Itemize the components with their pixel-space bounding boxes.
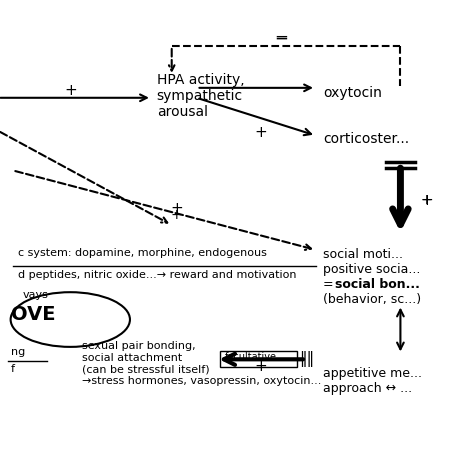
Text: appetitive me...: appetitive me...: [323, 367, 422, 380]
Text: sexual pair bonding,
social attachment
(can be stressful itself)
→stress hormone: sexual pair bonding, social attachment (…: [82, 341, 321, 386]
Text: HPA activity,
sympathetic
arousal: HPA activity, sympathetic arousal: [157, 73, 245, 119]
Text: +: +: [255, 125, 268, 140]
Text: vays: vays: [23, 290, 48, 300]
Text: +: +: [420, 193, 433, 208]
Text: +: +: [64, 83, 77, 98]
Text: d peptides, nitric oxide...→ reward and motivation: d peptides, nitric oxide...→ reward and …: [18, 270, 296, 280]
Text: c system: dopamine, morphine, endogenous: c system: dopamine, morphine, endogenous: [18, 248, 266, 258]
Text: oxytocin: oxytocin: [323, 86, 382, 100]
Text: +: +: [170, 201, 183, 216]
Text: −: −: [274, 30, 288, 48]
Text: corticoster...: corticoster...: [323, 132, 409, 146]
Text: +: +: [171, 208, 182, 222]
Text: OVE: OVE: [10, 305, 55, 324]
Text: positive socia...: positive socia...: [323, 263, 420, 276]
Text: social moti...: social moti...: [323, 248, 403, 261]
Text: f: f: [10, 365, 15, 374]
Text: −: −: [274, 27, 288, 45]
Text: ‖‖: ‖‖: [299, 351, 314, 367]
FancyBboxPatch shape: [220, 351, 297, 367]
Text: +: +: [420, 193, 432, 207]
Text: =: =: [323, 278, 337, 291]
Text: approach ↔ ...: approach ↔ ...: [323, 382, 412, 395]
Text: facultative: facultative: [224, 352, 276, 362]
Text: social bon...: social bon...: [335, 278, 419, 291]
Text: +: +: [255, 359, 268, 374]
Text: ng: ng: [10, 347, 25, 357]
Text: (behavior, sc...): (behavior, sc...): [323, 292, 421, 306]
